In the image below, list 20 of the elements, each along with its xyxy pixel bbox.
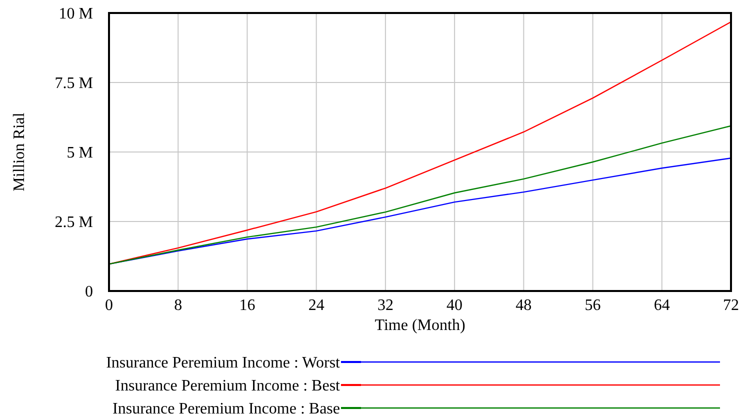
x-tick-label: 16 [239, 297, 256, 314]
x-tick-label: 56 [584, 297, 601, 314]
x-axis-title: Time (Month) [374, 317, 466, 334]
x-tick-label: 64 [654, 297, 670, 314]
y-axis-title: Million Rial [11, 112, 28, 192]
y-tick-label: 10 M [58, 6, 93, 23]
x-tick-label: 40 [446, 297, 463, 314]
x-tick-label: 72 [723, 297, 739, 314]
y-tick-label: 0 [85, 284, 93, 301]
x-tick-label: 8 [174, 297, 182, 314]
y-tick-label: 5 M [66, 144, 93, 162]
x-tick-label: 0 [105, 297, 113, 314]
legend-label: Insurance Peremium Income : Best [115, 378, 341, 395]
y-tick-label: 2.5 M [54, 214, 93, 232]
legend-label: Insurance Peremium Income : Base [112, 400, 340, 418]
legend-label: Insurance Peremium Income : Worst [106, 354, 341, 372]
x-tick-label: 24 [308, 297, 324, 314]
x-tick-label: 48 [516, 297, 532, 314]
x-tick-label: 32 [377, 297, 394, 314]
y-tick-label: 7.5 M [54, 75, 93, 92]
